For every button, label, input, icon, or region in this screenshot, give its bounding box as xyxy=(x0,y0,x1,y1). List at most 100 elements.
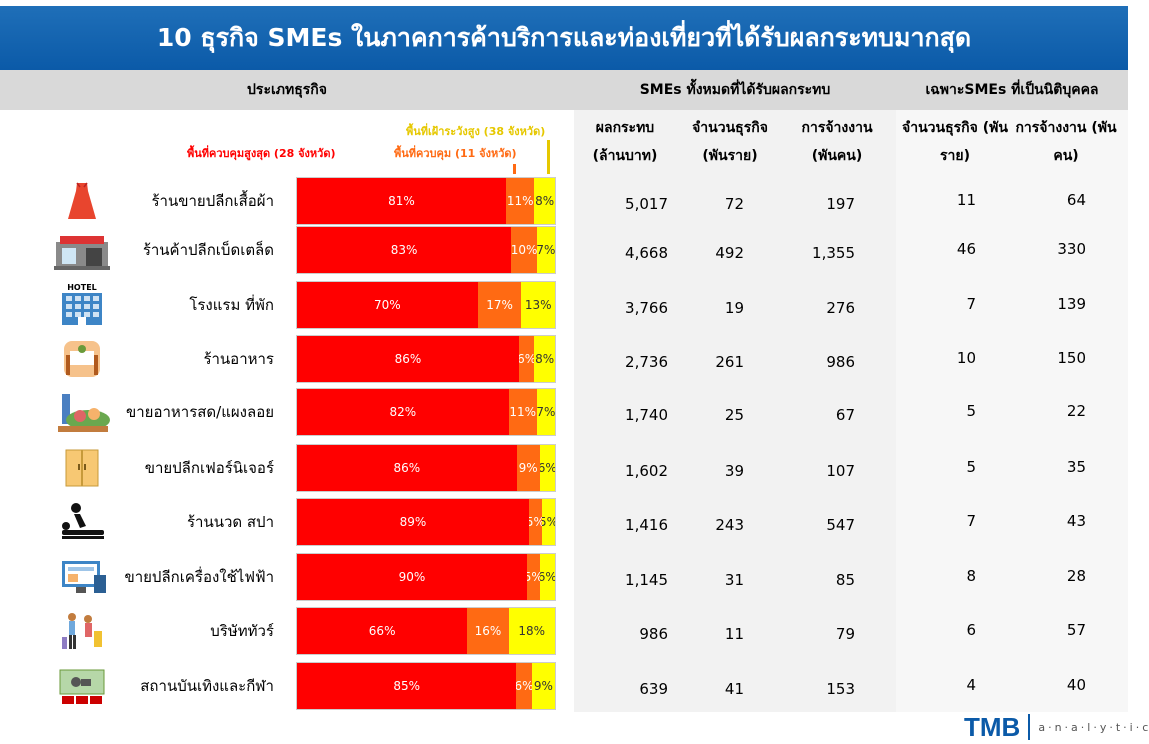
stacked-bar: 81% 11% 8% xyxy=(296,177,556,225)
impact-value: 986 xyxy=(639,625,668,643)
category-label: ขายปลีกเฟอร์นิเจอร์ xyxy=(144,459,274,477)
bar-segment: 9% xyxy=(516,445,540,491)
impact-value: 4,668 xyxy=(625,244,668,262)
businesses-value: 243 xyxy=(715,516,744,534)
businesses-value: 31 xyxy=(724,571,744,589)
legend-max-control: พื้นที่ควบคุมสูงสุด (28 จังหวัด) xyxy=(187,147,336,160)
impact-subheader: ผลกระทบ (ล้านบาท) xyxy=(592,120,658,164)
bar-segment: 86% xyxy=(297,336,519,382)
stacked-bar: 83% 10% 7% xyxy=(296,226,556,274)
juristic-businesses-value: 10 xyxy=(956,349,976,367)
employment-value: 276 xyxy=(826,299,855,317)
businesses-value: 39 xyxy=(724,462,744,480)
businesses-value: 72 xyxy=(724,195,744,213)
juristic-businesses-subheader: จำนวนธุรกิจ (พันราย) xyxy=(902,120,1008,164)
category-label: ร้านค้าปลีกเบ็ดเตล็ด xyxy=(142,241,274,259)
juristic-employment-value: 22 xyxy=(1066,402,1086,420)
businesses-value: 492 xyxy=(715,244,744,262)
juristic-businesses-value: 11 xyxy=(956,191,976,209)
juristic-employment-value: 139 xyxy=(1057,295,1086,313)
category-label: โรงแรม ที่พัก xyxy=(189,296,274,314)
businesses-subheader: จำนวนธุรกิจ (พันราย) xyxy=(692,120,768,164)
employment-value: 153 xyxy=(826,680,855,698)
table-row: สถานบันเทิงและกีฬา 85%6%9% 639 41 153 4 40 xyxy=(0,662,1149,710)
employment-value: 85 xyxy=(835,571,855,589)
juristic-businesses-value: 8 xyxy=(966,567,976,585)
table-row: ร้านขายปลีกเสื้อผ้า 81% 11% 8% 5,017 72 197 11 6… xyxy=(0,177,1149,225)
page-title: 10 ธุรกิจ SMEs ในภาคการค้าบริการและท่องเ… xyxy=(0,6,1128,70)
stacked-bar: 82% 11% 7% xyxy=(296,388,556,436)
all-smes-header: SMEs ทั้งหมดที่ได้รับผลกระทบ xyxy=(574,70,896,110)
travelers-icon xyxy=(50,609,114,653)
juristic-businesses-value: 7 xyxy=(966,295,976,313)
category-label: บริษัททัวร์ xyxy=(210,622,274,640)
juristic-smes-panel xyxy=(896,110,1128,712)
stacked-bar: 89%5%5% xyxy=(296,498,556,546)
bar-segment: 8% xyxy=(534,336,555,382)
legend-control-tick xyxy=(513,164,516,174)
bar-segment: 13% xyxy=(521,282,555,328)
bar-segment: 86% xyxy=(297,445,517,491)
category-label: ร้านอาหาร xyxy=(203,350,274,368)
table-row: ร้านอาหาร 86%6%8% 2,736 261 986 10 150 xyxy=(0,335,1149,383)
bar-segment: 8% xyxy=(534,178,555,224)
table-row: ขายอาหารสด/แผงลอย 82% 11% 7% 1,740 25 67 5 22 xyxy=(0,388,1149,436)
juristic-employment-value: 64 xyxy=(1066,191,1086,209)
restaurant-icon xyxy=(50,337,114,381)
stacked-bar: 90%5%6% xyxy=(296,553,556,601)
juristic-businesses-value: 4 xyxy=(966,676,976,694)
category-label: ขายอาหารสด/แผงลอย xyxy=(126,403,274,421)
bar-segment: 6% xyxy=(518,336,535,382)
logo-sub: a·n·a·l·y·t·i·c·s xyxy=(1038,720,1149,734)
businesses-value: 41 xyxy=(724,680,744,698)
bar-segment: 7% xyxy=(536,389,555,435)
employment-subheader: การจ้างงาน (พันคน) xyxy=(801,120,873,164)
theater-icon xyxy=(50,664,114,708)
logo-brand: TMB xyxy=(964,711,1021,742)
dress-icon xyxy=(50,179,114,223)
juristic-employment-value: 35 xyxy=(1066,458,1086,476)
bar-segment: 6% xyxy=(539,554,555,600)
bar-segment: 5% xyxy=(541,499,555,545)
stacked-bar: 86%9%6% xyxy=(296,444,556,492)
juristic-employment-value: 150 xyxy=(1057,349,1086,367)
bar-segment: 83% xyxy=(297,227,512,273)
impact-value: 1,145 xyxy=(625,571,668,589)
bar-segment: 81% xyxy=(297,178,506,224)
bar-segment: 17% xyxy=(477,282,522,328)
computer-icon xyxy=(50,555,114,599)
businesses-value: 19 xyxy=(724,299,744,317)
business-type-header: ประเภทธุรกิจ xyxy=(0,70,574,110)
legend-high-surveillance: พื้นที่เฝ้าระวังสูง (38 จังหวัด) xyxy=(406,125,546,138)
bar-segment: 11% xyxy=(508,389,537,435)
businesses-value: 25 xyxy=(724,406,744,424)
juristic-employment-value: 40 xyxy=(1066,676,1086,694)
juristic-businesses-value: 7 xyxy=(966,512,976,530)
category-label: สถานบันเทิงและกีฬา xyxy=(140,677,274,695)
juristic-smes-header: เฉพาะSMEs ที่เป็นนิติบุคคล xyxy=(896,70,1128,110)
bar-segment: 70% xyxy=(297,282,478,328)
impact-value: 2,736 xyxy=(625,353,668,371)
fresh-food-icon xyxy=(50,390,114,434)
bar-segment: 82% xyxy=(297,389,509,435)
stacked-bar: 86%6%8% xyxy=(296,335,556,383)
hotel-icon: HOTEL xyxy=(50,283,114,327)
bar-segment: 16% xyxy=(467,608,509,654)
impact-value: 3,766 xyxy=(625,299,668,317)
hotel-sign-text: HOTEL xyxy=(67,283,97,292)
juristic-employment-value: 57 xyxy=(1066,621,1086,639)
bar-segment: 11% xyxy=(505,178,535,224)
businesses-value: 261 xyxy=(715,353,744,371)
stacked-bar: 85%6%9% xyxy=(296,662,556,710)
stacked-bar: 70% 17% 13% xyxy=(296,281,556,329)
employment-value: 547 xyxy=(826,516,855,534)
store-icon xyxy=(50,228,114,272)
employment-value: 197 xyxy=(826,195,855,213)
impact-value: 5,017 xyxy=(625,195,668,213)
businesses-value: 11 xyxy=(724,625,744,643)
bar-segment: 90% xyxy=(297,554,527,600)
juristic-businesses-value: 6 xyxy=(966,621,976,639)
juristic-businesses-value: 5 xyxy=(966,402,976,420)
impact-value: 1,602 xyxy=(625,462,668,480)
stacked-bar: 66% 16% 18% xyxy=(296,607,556,655)
